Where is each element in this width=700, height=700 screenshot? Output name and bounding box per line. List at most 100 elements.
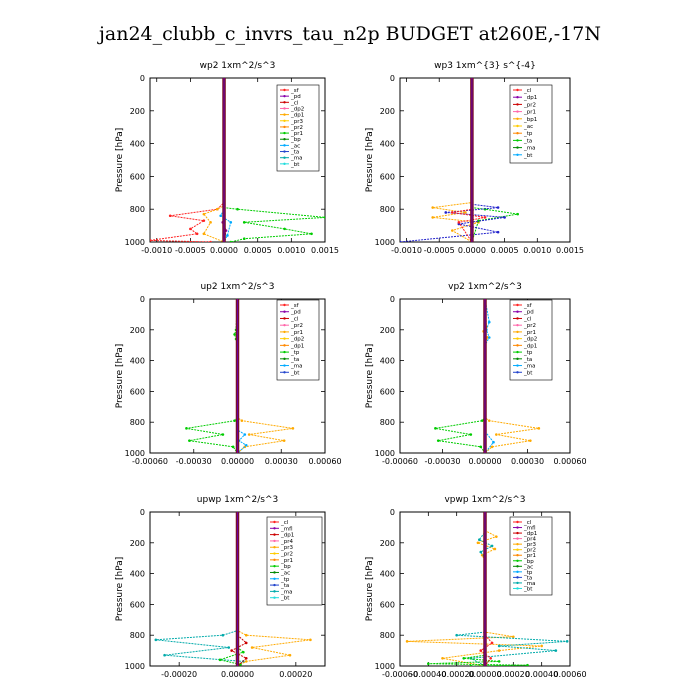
- series-line-3: [400, 78, 505, 242]
- data-point: [540, 644, 543, 648]
- legend-entry: _pd: [290, 310, 301, 316]
- y-tick-label: 800: [380, 418, 395, 427]
- data-point: [168, 214, 172, 218]
- data-point: [202, 232, 206, 236]
- legend-entry: _pr3: [290, 119, 304, 125]
- legend-marker: [516, 330, 519, 334]
- x-tick-label: 0.0000: [458, 246, 486, 255]
- legend-box: [266, 516, 323, 606]
- legend-entry: _dp1: [290, 113, 304, 119]
- data-point: [451, 211, 454, 214]
- data-point: [480, 419, 484, 422]
- legend-entry: _pd: [290, 94, 301, 100]
- legend-entry: _dp1: [290, 343, 304, 349]
- y-tick-label: 800: [130, 205, 145, 214]
- legend-marker: [516, 542, 519, 546]
- data-point: [195, 232, 199, 236]
- data-point: [457, 221, 461, 224]
- data-point: [431, 206, 434, 209]
- data-point: [244, 444, 248, 447]
- data-point: [209, 221, 212, 224]
- legend-marker: [516, 581, 519, 585]
- legend-entry: _pr1: [280, 558, 293, 564]
- y-tick-label: 0: [390, 74, 395, 83]
- legend-box: [509, 299, 553, 381]
- data-point: [451, 229, 454, 232]
- legend-marker: [273, 571, 276, 574]
- chart-panel-3: up2 1xm^2/s^3 Pressure [hPa] 0 200 400 600 800…: [115, 282, 342, 466]
- x-tick-label: -0.00020: [439, 670, 475, 679]
- y-axis-label: Pressure [hPa]: [365, 557, 375, 622]
- legend-entry: _ac: [290, 143, 300, 149]
- legend-marker: [516, 548, 519, 551]
- legend-marker: [516, 110, 519, 113]
- data-point: [226, 234, 229, 237]
- series-line-1: [186, 299, 238, 453]
- y-tick-label: 0: [390, 508, 395, 517]
- x-tick-label: 0.00000: [468, 457, 501, 466]
- legend-entry: _cl: [290, 100, 299, 106]
- legend-marker: [516, 96, 519, 99]
- y-tick-label: 1000: [375, 449, 395, 458]
- panels: wp2 1xm^2/s^3 Pressure [hPa] 0 200 400 600 800…: [115, 61, 587, 679]
- data-point: [554, 649, 558, 652]
- legend-marker: [273, 533, 276, 536]
- legend-marker: [283, 119, 286, 122]
- x-tick-label: 0.00000: [221, 457, 254, 466]
- data-point: [323, 216, 325, 219]
- legend-marker: [516, 576, 519, 579]
- legend-marker: [516, 132, 519, 135]
- panel-title: vp2 1xm^2/s^3: [448, 282, 522, 292]
- plot-area: [400, 78, 519, 242]
- x-tick-label: 0.0010: [523, 246, 551, 255]
- legend-entry: _bp: [523, 559, 534, 565]
- legend-entry: _pr3: [523, 542, 537, 548]
- legend-entry: _ma: [290, 156, 302, 162]
- legend-marker: [283, 323, 286, 327]
- legend-marker: [283, 88, 286, 92]
- legend-marker: [283, 138, 286, 141]
- legend-marker: [283, 162, 286, 166]
- data-point: [239, 663, 242, 666]
- y-tick-label: 600: [130, 172, 145, 181]
- data-point: [476, 541, 480, 545]
- legend-marker: [283, 364, 286, 367]
- data-point: [242, 650, 245, 654]
- plot-area: [150, 78, 325, 242]
- data-point: [441, 657, 444, 660]
- data-point: [493, 547, 497, 551]
- data-point: [227, 646, 231, 649]
- legend-entry: _cl: [290, 316, 299, 322]
- legend-entry: _ta: [290, 150, 299, 156]
- data-point: [479, 649, 483, 652]
- y-tick-label: 400: [130, 140, 145, 149]
- legend-entry: _pd: [523, 310, 534, 316]
- data-point: [288, 653, 292, 657]
- data-point: [490, 641, 494, 645]
- legend-marker: [516, 303, 519, 307]
- data-point: [242, 237, 246, 241]
- legend-entry: _pr2: [280, 552, 293, 558]
- legend-entry: _ta: [523, 575, 532, 581]
- panel-title: wp2 1xm^2/s^3: [200, 61, 276, 71]
- data-point: [526, 663, 529, 666]
- data-point: [495, 433, 498, 436]
- y-axis-label: Pressure [hPa]: [115, 344, 125, 409]
- panel-title: wp3 1xm^{3} s^{-4}: [434, 61, 536, 71]
- x-tick-label: 0.00030: [511, 457, 544, 466]
- data-point: [188, 439, 191, 442]
- data-point: [283, 227, 286, 231]
- x-tick-label: 0.00060: [308, 457, 341, 466]
- data-point: [489, 657, 492, 660]
- y-tick-label: 1000: [375, 238, 395, 247]
- panel-title: up2 1xm^2/s^3: [200, 282, 274, 292]
- legend-marker: [283, 107, 286, 110]
- x-tick-label: 0.00000: [468, 670, 501, 679]
- legend-entry: _pr2: [523, 548, 536, 554]
- legend-entry: _pr1: [523, 110, 536, 116]
- legend-marker: [516, 139, 519, 142]
- legend-entry: _dp1: [523, 531, 537, 537]
- legend-entry: _pr1: [290, 330, 303, 336]
- data-point: [189, 227, 192, 231]
